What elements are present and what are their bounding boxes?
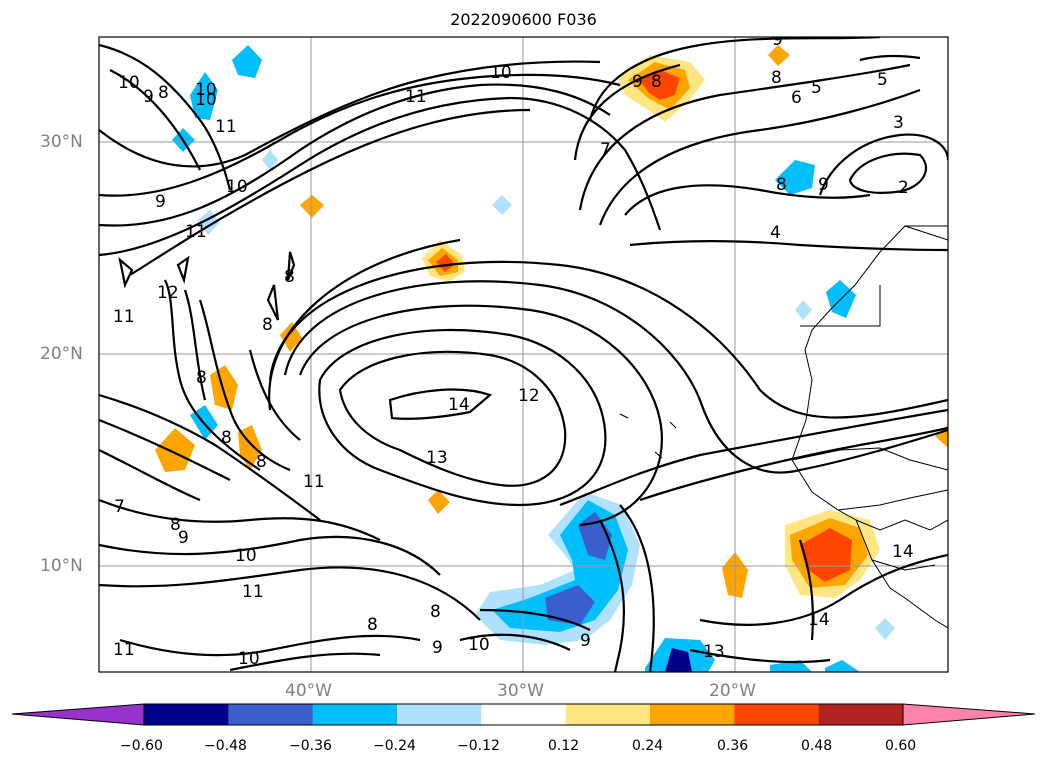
lat-label-30n: 30°N [40,132,83,152]
contour-label: 8 [651,72,662,92]
contour-label: 10 [195,90,217,110]
lon-label-30w: 30°W [497,681,544,701]
colorbar-segment [312,704,398,725]
contour-label: 11 [303,472,325,492]
colorbar-segment [818,704,904,725]
contour-label: 12 [518,386,540,406]
contour-label: 13 [426,448,448,468]
contour-label: 9 [155,192,166,212]
contour-label: 11 [405,87,427,107]
colorbar-extend-max [902,703,1036,726]
colorbar-tick: 0.36 [717,738,749,754]
contour-label: 8 [262,315,273,335]
contour-label: 13 [703,642,725,662]
contour-label: 10 [490,63,512,83]
contour-label: 8 [430,602,441,622]
contour-label: 8 [221,428,232,448]
contour-label: 10 [468,635,490,655]
contour-label: 11 [242,582,264,602]
contour-label: 8 [196,368,207,388]
contour-label: 9 [178,528,189,548]
colorbar-tick: 0.24 [632,738,664,754]
contour-label: 4 [770,223,781,243]
contour-label: 8 [367,615,378,635]
contour-label: 14 [448,395,470,415]
contour-label: 10 [235,546,257,566]
coastlines [619,225,948,629]
colorbar-tick: 0.12 [548,738,580,754]
contour-label: 9 [143,87,154,107]
contour-label: 10 [226,177,248,197]
colorbar-tick: 0.48 [801,738,833,754]
contour-label: 11 [113,640,135,660]
colorbar-tick: −0.60 [120,738,163,754]
contour-label: 3 [893,113,904,133]
colorbar-tick: −0.48 [204,738,247,754]
contour-label: 8 [284,267,295,287]
colorbar-segment [565,704,651,725]
contour-label: 11 [185,222,207,242]
map-title: 2022090600 F036 [450,10,597,29]
colorbar-tick: 0.60 [885,738,917,754]
contour-label: 11 [113,307,135,327]
map-frame [98,36,949,673]
contour-label: 9 [580,631,591,651]
lat-label-10n: 10°N [40,556,83,576]
contour-label: 2 [898,178,909,198]
colorbar-segment [734,704,820,725]
contour-label: 10 [195,80,217,100]
contour-lines [99,37,948,672]
contour-label: 5 [877,70,888,90]
colorbar-tick: −0.36 [289,738,332,754]
lon-label-20w: 20°W [709,681,756,701]
contour-label: 7 [114,497,125,517]
contour-label: 8 [158,83,169,103]
contour-label: 8 [771,68,782,88]
colorbar-segment [144,704,229,725]
colorbar-extend-min [11,703,145,726]
contour-label-group: 10 9 8 10 11 10 11 9 10 11 12 11 8 8 8 8… [113,30,914,669]
contour-label: 10 [118,73,140,93]
colorbar-tick: −0.12 [457,738,500,754]
contour-label: 9 [432,638,443,658]
contour-label: 14 [892,542,914,562]
contour-label: 9 [632,72,643,92]
contour-label: 14 [808,610,830,630]
lon-label-40w: 40°W [285,681,332,701]
contour-label: 12 [157,283,179,303]
contour-label: 6 [791,88,802,108]
colorbar [11,703,1036,726]
contour-label: 5 [811,78,822,98]
colorbar-tick: −0.24 [373,738,416,754]
colorbar-segment [228,704,314,725]
contour-label: 8 [776,175,787,195]
contour-label: 11 [215,117,237,137]
contour-label: 7 [600,140,611,160]
contour-label: 8 [256,452,267,472]
colorbar-segment [397,704,482,725]
colorbar-segment [481,704,567,725]
lat-label-20n: 20°N [40,344,83,364]
contour-label: 10 [238,649,260,669]
colorbar-segment [650,704,735,725]
contour-label: 9 [772,30,783,50]
contour-label: 8 [170,515,181,535]
contour-label: 9 [818,175,829,195]
